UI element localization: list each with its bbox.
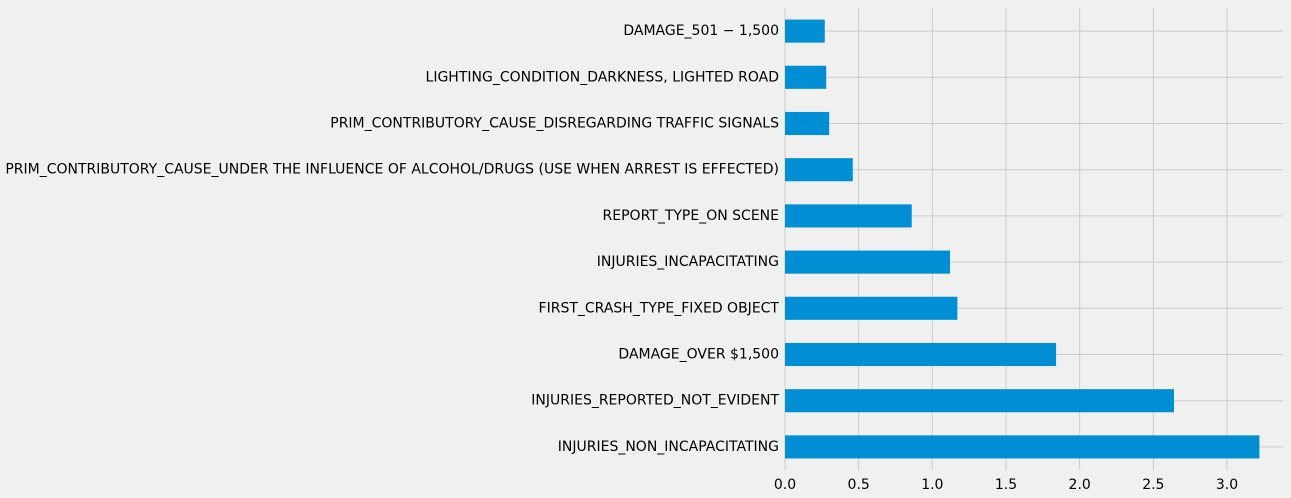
bar	[785, 65, 827, 89]
category-label: PRIM_CONTRIBUTORY_CAUSE_UNDER THE INFLUE…	[5, 162, 779, 178]
category-label: DAMAGE_OVER $1,500	[618, 347, 779, 363]
x-axis-tick-labels: 0.0 0.5 1.0 1.5 2.0 2.5 3.0	[774, 477, 1238, 493]
category-labels: INJURIES_NON_INCAPACITATING INJURIES_REPO…	[5, 23, 779, 455]
category-label: INJURIES_INCAPACITATING	[597, 254, 779, 270]
x-tick-label: 0.5	[848, 477, 870, 493]
bar	[785, 389, 1174, 413]
bar	[785, 19, 825, 43]
bar	[785, 158, 853, 182]
bar	[785, 204, 912, 228]
bar	[785, 435, 1260, 459]
bars	[785, 19, 1260, 459]
x-tick-label: 1.5	[995, 477, 1017, 493]
category-label: INJURIES_NON_INCAPACITATING	[558, 439, 779, 455]
category-label: INJURIES_REPORTED_NOT_EVIDENT	[531, 393, 779, 409]
x-tick-label: 2.0	[1069, 477, 1091, 493]
bar	[785, 296, 958, 320]
x-tick-label: 0.0	[774, 477, 796, 493]
x-tick-label: 2.5	[1142, 477, 1164, 493]
bar	[785, 111, 830, 136]
bar	[785, 342, 1057, 367]
category-label: LIGHTING_CONDITION_DARKNESS, LIGHTED ROA…	[426, 69, 779, 85]
bar	[785, 250, 951, 274]
category-label: FIRST_CRASH_TYPE_FIXED OBJECT	[539, 300, 780, 316]
category-label: PRIM_CONTRIBUTORY_CAUSE_DISREGARDING TRA…	[330, 116, 779, 132]
x-tick-label: 1.0	[921, 477, 943, 493]
x-tick-label: 3.0	[1216, 477, 1238, 493]
category-label: DAMAGE_501 − 1,500	[623, 23, 779, 39]
category-label: REPORT_TYPE_ON SCENE	[603, 208, 779, 224]
